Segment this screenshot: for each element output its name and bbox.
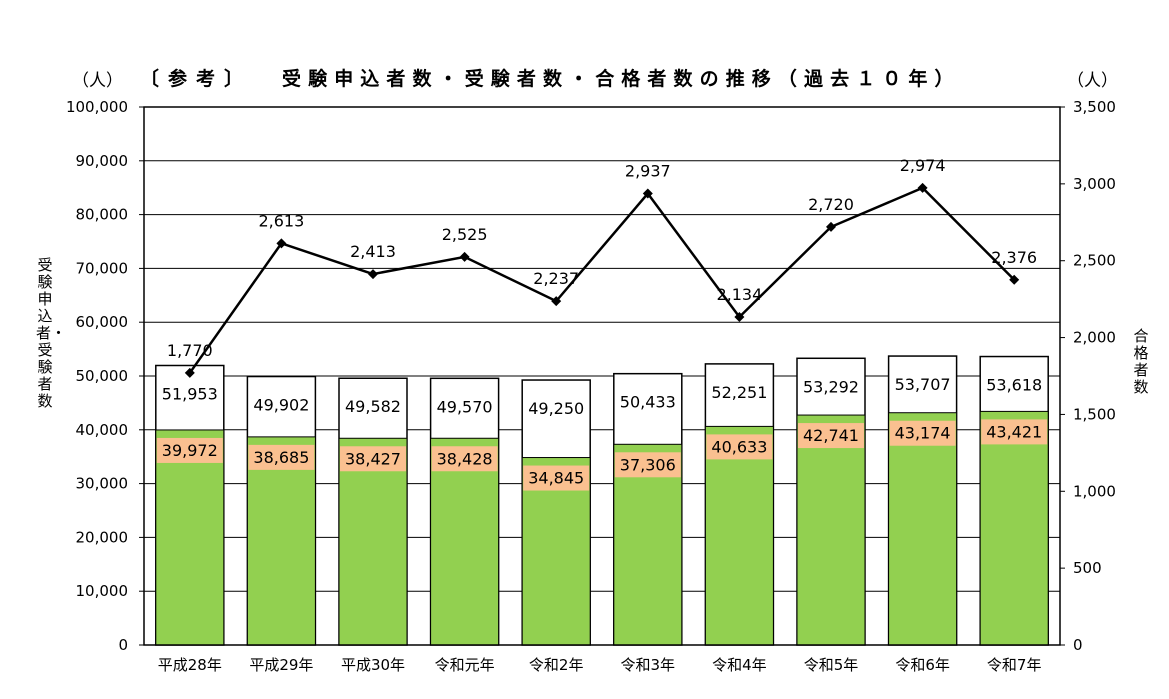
- category-label: 平成28年: [158, 656, 222, 674]
- category-label: 令和4年: [712, 656, 767, 674]
- examinees-data-label: 37,306: [620, 455, 676, 474]
- left-tick-label: 40,000: [76, 421, 129, 439]
- pass-count-data-label: 2,237: [533, 269, 579, 288]
- chart-title-prefix: 〔参考〕: [140, 68, 253, 90]
- right-axis-unit: （人）: [1067, 71, 1118, 91]
- examinees-label-box: [248, 444, 315, 470]
- pass-count-line: 1,770 2,613 2,413 2,525 2,237 2,937 2,134 2,720…: [167, 156, 1037, 378]
- category-label: 平成30年: [341, 656, 405, 674]
- left-axis-unit: （人）: [72, 71, 123, 91]
- category-label: 令和3年: [621, 656, 676, 674]
- pass-count-marker: [826, 221, 836, 232]
- pass-count-marker: [1009, 274, 1020, 285]
- right-tick-label: 2,000: [1073, 329, 1116, 347]
- pass-count-marker: [368, 269, 378, 280]
- examinees-label-box: [889, 420, 956, 446]
- left-tick-label: 60,000: [76, 313, 129, 331]
- examinees-bar: [430, 437, 500, 646]
- applicants-data-label: 49,582: [345, 397, 401, 416]
- applicants-data-label: 53,292: [803, 377, 859, 396]
- pass-count-data-label: 2,937: [625, 162, 671, 181]
- examinees-bar: [613, 443, 683, 646]
- chart-title: 受験申込者数・受験者数・合格者数の推移（過去１０年）: [282, 68, 961, 90]
- left-tick-label: 70,000: [76, 259, 129, 277]
- applicants-data-label: 50,433: [620, 393, 676, 412]
- examinees-data-label: 43,421: [986, 422, 1042, 441]
- examinees-label-box: [156, 437, 223, 463]
- right-tick-label: 1,500: [1073, 405, 1116, 423]
- left-tick-label: 30,000: [76, 475, 129, 493]
- examinees-label-box: [706, 434, 773, 460]
- pass-count-marker: [184, 367, 195, 378]
- right-tick-label: 500: [1073, 559, 1102, 577]
- examinees-bar: [246, 436, 316, 646]
- examinees-label-box: [614, 452, 681, 478]
- pass-count-series-line: [188, 186, 1016, 374]
- category-label: 令和6年: [895, 656, 950, 674]
- examinees-label-box: [798, 423, 864, 449]
- left-tick-label: 10,000: [76, 582, 129, 600]
- examinees-bar: [796, 414, 866, 646]
- examinees-bar: [704, 425, 774, 646]
- examinees-data-label: 40,633: [711, 437, 767, 456]
- examinees-label-box: [981, 419, 1048, 445]
- applicants-data-label: 49,902: [253, 396, 309, 415]
- pass-count-marker: [459, 251, 470, 262]
- pass-count-data-label: 1,770: [167, 341, 213, 360]
- right-tick-label: 0: [1073, 636, 1083, 654]
- applicants-data-label: 51,953: [162, 384, 218, 403]
- examinees-data-label: 38,428: [437, 449, 493, 468]
- examinees-bar: [338, 437, 408, 646]
- pass-count-marker: [642, 188, 653, 199]
- left-tick-label: 50,000: [76, 367, 129, 385]
- pass-count-data-label: 2,376: [991, 248, 1037, 267]
- left-tick-label: 80,000: [76, 206, 129, 224]
- examinees-data-label: 38,427: [345, 449, 401, 468]
- category-label: 令和5年: [804, 656, 859, 674]
- right-tick-label: 3,500: [1073, 98, 1116, 116]
- pass-count-marker: [276, 238, 287, 249]
- left-tick-label: 100,000: [66, 98, 128, 116]
- category-label: 令和元年: [435, 656, 495, 674]
- pass-count-marker: [551, 296, 562, 307]
- examinees-bar: [979, 410, 1049, 646]
- category-label: 平成29年: [249, 656, 313, 674]
- pass-count-data-label: 2,413: [350, 242, 396, 261]
- examinees-bar: [155, 429, 225, 646]
- examinees-data-label: 38,685: [253, 448, 309, 467]
- applicants-data-label: 49,570: [437, 397, 493, 416]
- right-axis-title: 合格者数: [1133, 327, 1149, 396]
- pass-count-marker: [734, 311, 745, 322]
- pass-count-marker: [917, 182, 928, 193]
- right-tick-label: 3,000: [1073, 175, 1116, 193]
- pass-count-data-label: 2,720: [808, 195, 854, 214]
- category-label: 令和7年: [987, 656, 1042, 674]
- examinees-data-label: 43,174: [895, 424, 951, 443]
- applicants-data-label: 52,251: [711, 383, 767, 402]
- pass-count-data-label: 2,134: [716, 285, 762, 304]
- examinees-data-label: 34,845: [528, 469, 584, 488]
- left-tick-label: 0: [118, 636, 128, 654]
- bars: 51,953 39,972 49,902 38,685 49,582 38,427 49,5…: [155, 355, 1049, 646]
- right-tick-label: 2,500: [1073, 252, 1116, 270]
- left-tick-label: 90,000: [76, 152, 129, 170]
- examinees-label-box: [523, 465, 590, 491]
- pass-count-data-label: 2,525: [442, 225, 488, 244]
- applicants-data-label: 49,250: [528, 399, 584, 418]
- applicants-data-label: 53,618: [986, 376, 1042, 395]
- axes: 0 10,000 20,000 30,000 40,000 50,000 60,000 70,…: [66, 98, 1116, 674]
- pass-count-data-label: 2,974: [900, 156, 946, 175]
- right-tick-label: 1,000: [1073, 482, 1116, 500]
- examinees-label-box: [431, 446, 498, 472]
- pass-count-data-label: 2,613: [258, 211, 304, 230]
- applicants-data-label: 53,707: [895, 375, 951, 394]
- category-label: 令和2年: [529, 656, 584, 674]
- examinees-bar: [888, 412, 958, 646]
- left-tick-label: 20,000: [76, 528, 129, 546]
- examinees-data-label: 42,741: [803, 426, 859, 445]
- examinees-data-label: 39,972: [162, 441, 218, 460]
- examinees-label-box: [340, 446, 406, 472]
- left-axis-title: 受験申込者・受験者数: [36, 256, 67, 410]
